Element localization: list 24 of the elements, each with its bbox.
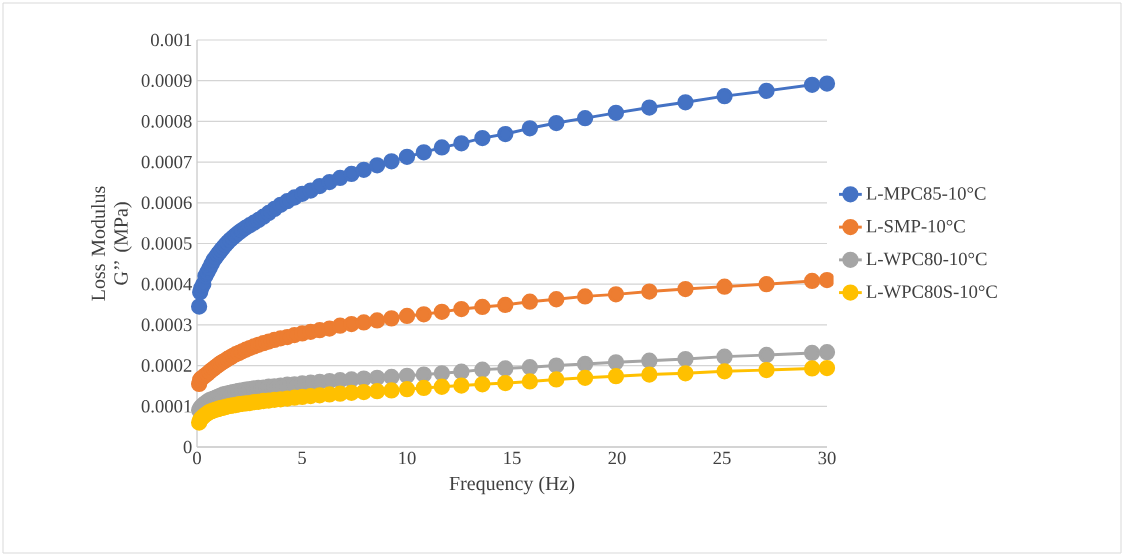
y-tick-label: 0.0005 [141,237,192,250]
y-tick-label: 0.0007 [141,155,192,169]
y-tick-label: 0.001 [151,33,192,47]
legend-label: L-WPC80S-10°C [866,285,997,299]
y-tick-label: 0.0006 [141,196,192,210]
x-tick-label: 10 [399,451,416,465]
y-tick-label: 0.0004 [141,277,193,291]
legend-label: L-WPC80-10°C [866,252,987,266]
y-tick-label: 0.0003 [141,318,192,332]
x-tick-label: 5 [298,451,306,465]
x-tick-label: 0 [193,451,201,465]
x-tick-label: 20 [608,451,626,465]
y-tick-label: 0.0002 [141,359,192,372]
x-tick-label: 15 [504,451,521,465]
y-tick-label: 0.0001 [141,399,192,413]
legend-label: L-SMP-10°C [866,219,965,233]
y-tick-label: 0.0008 [141,115,192,128]
y-tick-label: 0 [183,440,192,454]
y-tick-label: 0.0009 [141,74,192,88]
x-tick-label: 30 [818,451,836,465]
y-axis-title: Loss Modulus G’’ (MPa) [91,186,132,301]
x-tick-label: 25 [713,451,731,465]
legend-label: L-MPC85-10°C [866,187,986,200]
x-axis-title: Frequency (Hz) [449,476,575,495]
